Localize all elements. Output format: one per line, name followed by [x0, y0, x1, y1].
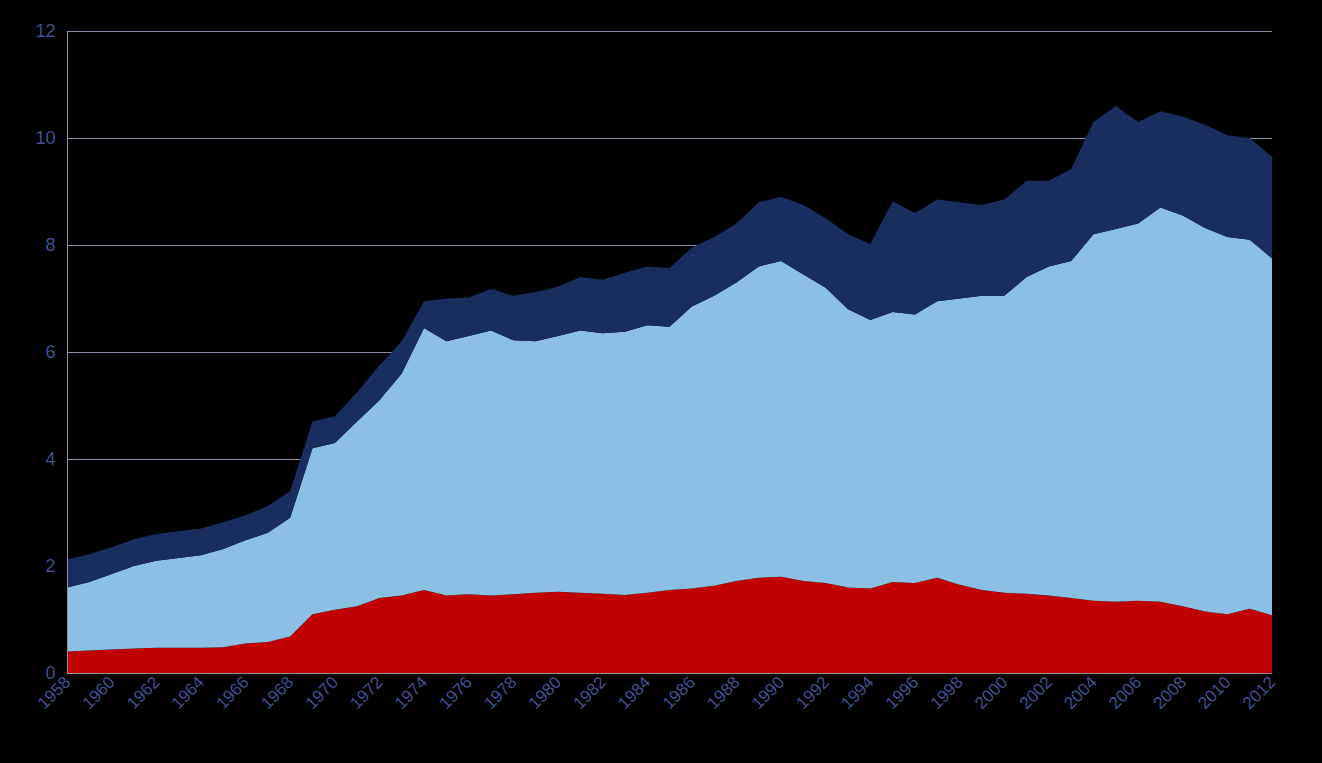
svg-text:8: 8 [45, 235, 55, 255]
svg-text:2004: 2004 [1060, 673, 1100, 713]
svg-text:1982: 1982 [570, 673, 610, 713]
svg-text:10: 10 [35, 128, 55, 148]
svg-text:1974: 1974 [391, 673, 431, 713]
svg-text:2008: 2008 [1150, 673, 1190, 713]
svg-text:1996: 1996 [882, 673, 922, 713]
svg-text:0: 0 [45, 663, 56, 684]
svg-text:1976: 1976 [436, 673, 476, 713]
svg-text:1962: 1962 [123, 673, 163, 713]
svg-text:12: 12 [35, 21, 55, 41]
svg-text:2002: 2002 [1016, 673, 1056, 713]
svg-text:2010: 2010 [1194, 673, 1234, 713]
svg-text:1990: 1990 [748, 673, 788, 713]
svg-text:2: 2 [45, 556, 55, 576]
svg-text:2012: 2012 [1239, 673, 1279, 713]
svg-text:4: 4 [45, 449, 55, 469]
svg-text:2000: 2000 [971, 673, 1011, 713]
svg-text:2006: 2006 [1105, 673, 1145, 713]
svg-text:1980: 1980 [525, 673, 565, 713]
svg-text:1968: 1968 [257, 673, 297, 713]
svg-text:1988: 1988 [703, 673, 743, 713]
svg-text:1986: 1986 [659, 673, 699, 713]
svg-text:6: 6 [45, 342, 55, 362]
svg-text:1958: 1958 [34, 673, 74, 713]
svg-text:1994: 1994 [837, 673, 877, 713]
svg-text:1992: 1992 [793, 673, 833, 713]
svg-text:1970: 1970 [302, 673, 342, 713]
svg-text:1978: 1978 [480, 673, 520, 713]
svg-text:1964: 1964 [168, 673, 208, 713]
svg-text:1984: 1984 [614, 673, 654, 713]
svg-text:1972: 1972 [346, 673, 386, 713]
svg-text:1960: 1960 [79, 673, 119, 713]
svg-text:1998: 1998 [927, 673, 967, 713]
svg-text:1966: 1966 [213, 673, 253, 713]
